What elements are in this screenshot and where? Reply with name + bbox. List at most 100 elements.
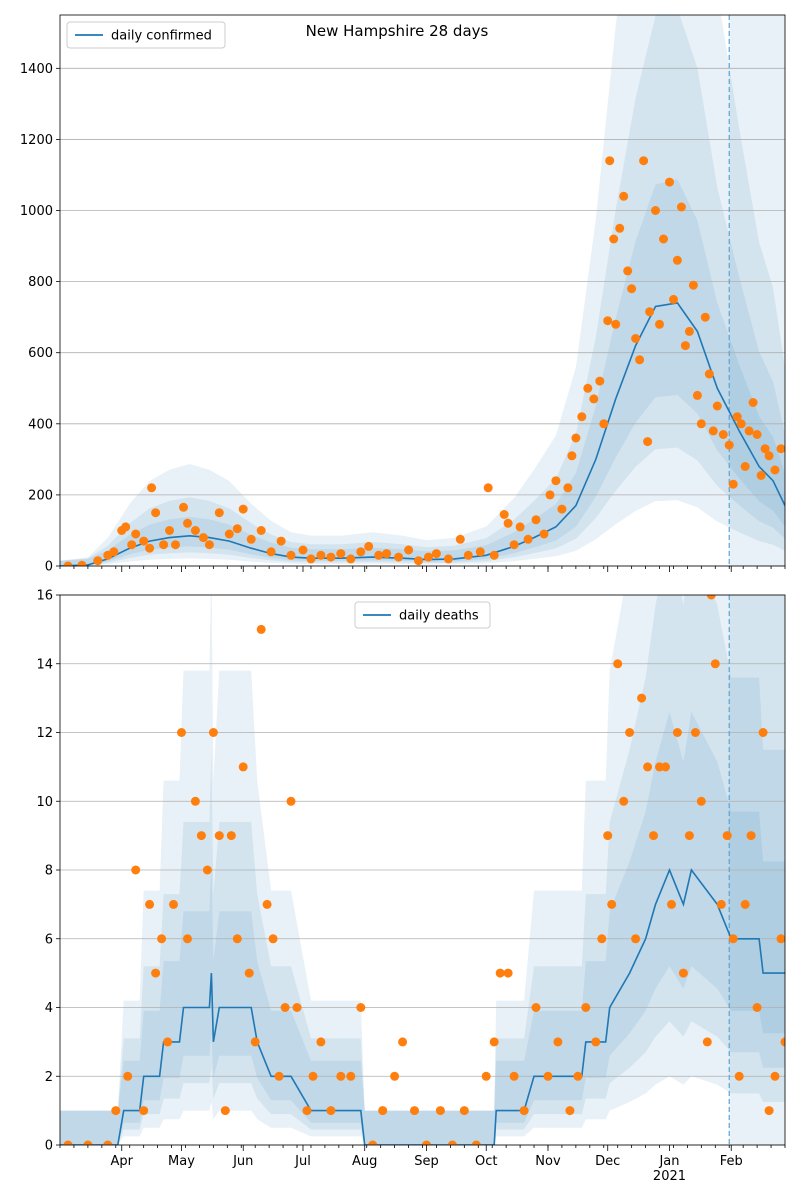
data-point [131, 529, 141, 539]
legend-label: daily confirmed [111, 29, 212, 44]
data-point [459, 1106, 469, 1116]
data-point [204, 540, 214, 550]
y-tick-label: 1000 [20, 204, 53, 219]
data-point [758, 728, 768, 737]
data-point [346, 1071, 356, 1081]
y-tick-label: 0 [45, 560, 53, 575]
data-point [163, 1037, 173, 1047]
data-point [147, 483, 157, 493]
data-point [447, 1140, 457, 1145]
x-tick-label: Jul [294, 1154, 311, 1169]
x-tick-label: May [168, 1154, 195, 1169]
data-point [190, 526, 200, 535]
data-point [732, 412, 742, 422]
data-point [256, 526, 266, 535]
data-point [394, 552, 404, 562]
data-point [346, 554, 356, 564]
data-point [764, 1106, 774, 1116]
data-point [378, 1106, 388, 1116]
data-point [268, 934, 278, 944]
data-point [684, 831, 694, 841]
data-point [724, 440, 734, 450]
y-tick-label: 4 [45, 1001, 53, 1016]
observed-markers [63, 156, 785, 566]
data-point [232, 524, 242, 534]
data-point [266, 547, 276, 557]
deaths-plot: 0 2 4 6 8 10 12 14 16 Apr May Jun Jul Aug Sep Oct Nov Dec… [36, 589, 786, 1184]
data-point [531, 1003, 541, 1012]
data-point [619, 191, 629, 201]
data-point [565, 1106, 575, 1116]
legend-box [354, 601, 491, 629]
data-point [567, 451, 577, 461]
data-point [655, 319, 664, 329]
data-point [764, 451, 774, 461]
data-point [639, 156, 649, 166]
data-point [139, 536, 149, 546]
data-point [169, 899, 178, 909]
data-point [746, 831, 756, 841]
data-point [684, 326, 694, 336]
data-point [103, 1140, 113, 1145]
data-point [356, 547, 366, 557]
data-point [250, 1037, 260, 1047]
data-point [704, 369, 714, 379]
data-point [274, 1071, 284, 1081]
data-point [183, 518, 192, 528]
data-point [238, 762, 248, 772]
data-point [431, 549, 441, 559]
data-point [776, 934, 785, 944]
data-point [706, 595, 716, 600]
data-point [551, 476, 561, 486]
data-point [690, 728, 700, 737]
data-point [718, 430, 728, 439]
data-point [696, 796, 706, 806]
data-point [145, 899, 155, 909]
data-point [131, 865, 141, 875]
x-tick-label: Jan [658, 1154, 679, 1169]
chart-title: New Hampshire 28 days [306, 22, 489, 40]
data-point [708, 426, 718, 436]
y-tick-label: 1200 [20, 133, 53, 148]
data-point [744, 426, 754, 436]
data-point [326, 1106, 336, 1116]
data-point [471, 1140, 481, 1145]
data-point [672, 728, 682, 737]
data-point [111, 1106, 121, 1116]
data-point [509, 540, 519, 550]
data-point [692, 390, 702, 400]
data-point [631, 334, 641, 343]
legend-label: daily deaths [399, 609, 479, 624]
data-point [165, 526, 174, 535]
data-point [571, 433, 581, 443]
data-point [740, 899, 750, 909]
data-point [545, 490, 555, 500]
x-tick-label: Oct [475, 1154, 497, 1169]
data-point [503, 518, 513, 528]
data-point [740, 462, 750, 471]
data-point [591, 1037, 601, 1047]
y-tick-label: 8 [45, 864, 53, 879]
data-point [531, 515, 541, 525]
data-point [728, 934, 738, 944]
data-point [659, 234, 668, 244]
line-daily-confirmed [60, 302, 785, 566]
legend-box [66, 21, 226, 49]
data-point [499, 510, 509, 519]
y-tick-label: 10 [36, 795, 53, 810]
data-point [589, 394, 599, 404]
x-tick-label: 2021 [653, 1169, 686, 1184]
data-point [599, 419, 609, 429]
data-point [326, 552, 336, 562]
data-point [145, 543, 155, 553]
data-point [157, 934, 167, 944]
data-point [196, 831, 206, 841]
data-point [356, 1003, 366, 1012]
data-point [183, 934, 192, 944]
data-point [609, 234, 619, 244]
data-point [336, 1071, 346, 1081]
data-point [760, 444, 770, 454]
data-point [414, 556, 423, 566]
x-tick-label: Dec [595, 1154, 620, 1169]
uncertainty-band [60, 711, 785, 1145]
